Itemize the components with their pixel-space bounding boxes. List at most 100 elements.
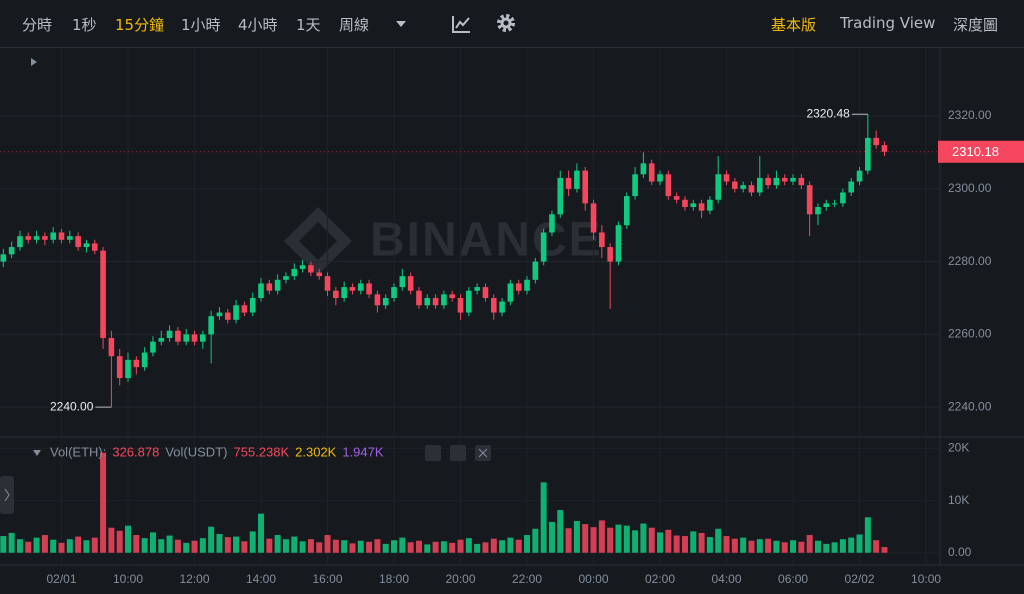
- candle-body: [116, 356, 123, 379]
- volume-bar: [748, 540, 755, 553]
- candle-body: [224, 312, 231, 320]
- volume-bar: [690, 531, 697, 553]
- candle-body: [324, 276, 331, 291]
- vol-legend-item: 2.302K: [295, 444, 337, 459]
- candle-body: [432, 297, 439, 306]
- candle-body: [648, 163, 655, 182]
- candle-body: [75, 236, 81, 248]
- price-tag-label: 2310.18: [952, 144, 999, 159]
- volume-bar: [507, 537, 514, 553]
- candle-body: [150, 341, 156, 353]
- volume-bar: [183, 542, 190, 553]
- x-tick-label: 10:00: [113, 572, 143, 586]
- volume-bar: [681, 536, 688, 553]
- volume-bar: [16, 539, 23, 553]
- view-tab[interactable]: 基本版: [771, 16, 817, 34]
- volume-bar: [199, 538, 206, 553]
- vol-settings[interactable]: [450, 445, 466, 461]
- watermark: BINANCE: [370, 214, 603, 267]
- volume-bar: [415, 540, 422, 553]
- high-label: 2320.48: [806, 106, 850, 120]
- y-tick-label: 2260.00: [948, 327, 992, 341]
- volume-bar: [607, 527, 614, 553]
- volume-bar: [108, 527, 115, 553]
- candle-body: [466, 290, 472, 313]
- candle-body: [391, 287, 397, 298]
- side-handle[interactable]: [0, 476, 14, 514]
- volume-bar: [100, 452, 107, 553]
- volume-bar: [324, 535, 331, 553]
- interval[interactable]: 1秒: [72, 16, 97, 34]
- interval[interactable]: 1小時: [181, 16, 221, 34]
- volume-bar: [474, 543, 481, 553]
- y-tick-label: 2240.00: [948, 399, 992, 413]
- volume-bar: [141, 538, 148, 553]
- volume-bar: [233, 536, 240, 553]
- volume-bar: [698, 532, 705, 553]
- volume-bar: [274, 535, 281, 553]
- settings-icon[interactable]: [495, 12, 517, 34]
- volume-bar: [781, 542, 788, 553]
- x-tick-label: 16:00: [313, 572, 343, 586]
- volume-bar: [482, 542, 489, 553]
- volume-bar: [0, 536, 7, 553]
- volume-bar: [740, 537, 747, 553]
- volume-bar: [424, 544, 431, 553]
- candle-body: [233, 305, 239, 320]
- candle-body: [732, 181, 738, 189]
- volume-bar: [731, 538, 738, 553]
- volume-bar: [615, 524, 622, 553]
- indicator-icon[interactable]: [450, 13, 472, 35]
- candle-body: [457, 297, 464, 313]
- candle-body: [482, 287, 489, 298]
- view-tab[interactable]: 深度圖: [953, 16, 999, 34]
- candle-body: [790, 177, 796, 182]
- volume-bar: [357, 540, 364, 553]
- candle-body: [141, 352, 148, 368]
- candle-body: [357, 283, 364, 291]
- vol-toggle[interactable]: [33, 450, 41, 456]
- candle-body: [341, 287, 347, 298]
- volume-bar: [756, 539, 763, 553]
- candle-body: [399, 276, 406, 288]
- interval[interactable]: 分時: [22, 16, 53, 34]
- interval[interactable]: 4小時: [238, 16, 278, 34]
- volume-bar: [341, 540, 348, 553]
- volume-bar: [814, 540, 821, 553]
- candle-body: [806, 185, 813, 215]
- volume-bar: [224, 537, 231, 553]
- candle-body: [125, 359, 131, 379]
- volume-bar: [457, 539, 464, 553]
- x-tick-label: 02/01: [46, 572, 76, 586]
- volume-bar: [573, 520, 580, 553]
- candle-body: [474, 287, 480, 291]
- candle-body: [873, 137, 879, 146]
- candle-body: [83, 243, 90, 248]
- vol-eye[interactable]: [425, 445, 441, 461]
- candle-body: [308, 265, 314, 273]
- volume-bar: [765, 538, 772, 553]
- vol-legend-item: Vol(USDT): [165, 444, 227, 459]
- candle-body: [166, 330, 173, 339]
- interval[interactable]: 15分鐘: [115, 16, 165, 34]
- volume-bar: [598, 520, 605, 553]
- volume-bar: [407, 542, 414, 553]
- volume-bar: [83, 540, 90, 553]
- volume-bar: [316, 542, 323, 553]
- volume-bar: [166, 535, 173, 553]
- interval[interactable]: 周線: [339, 16, 370, 34]
- candle-body: [407, 276, 414, 291]
- candle-body: [274, 279, 281, 291]
- candle-body: [615, 225, 622, 262]
- volume-bar: [91, 537, 98, 553]
- dropdown-icon[interactable]: [394, 18, 408, 30]
- interval[interactable]: 1天: [296, 16, 321, 34]
- candle-body: [632, 174, 638, 197]
- y-tick-label: 2280.00: [948, 254, 992, 268]
- view-tab[interactable]: Trading View: [840, 14, 936, 32]
- candle-body: [133, 359, 140, 368]
- volume-bar: [282, 539, 289, 553]
- candle-body: [366, 283, 372, 295]
- collapse-icon[interactable]: [31, 58, 37, 66]
- volume-bar: [449, 542, 456, 553]
